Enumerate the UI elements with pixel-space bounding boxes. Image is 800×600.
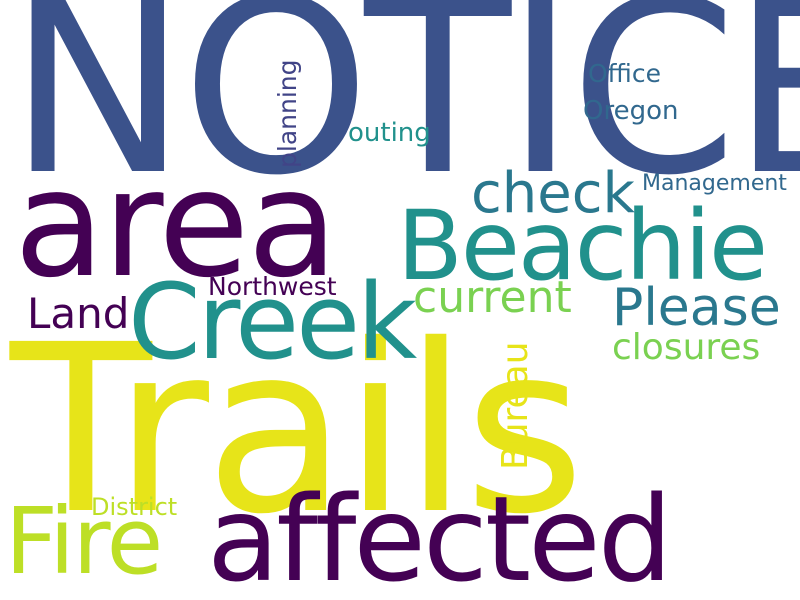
word-northwest: Northwest bbox=[208, 272, 337, 301]
word-notice: NOTICE bbox=[8, 0, 800, 228]
word-land: Land bbox=[27, 289, 130, 338]
word-closures: closures bbox=[612, 327, 761, 368]
word-bureau: Bureau bbox=[495, 341, 536, 470]
word-affected: affected bbox=[207, 470, 673, 600]
word-management: Management bbox=[642, 171, 787, 196]
word-creek: Creek bbox=[128, 261, 417, 383]
word-oregon: Oregon bbox=[583, 96, 679, 126]
word-trails: Trails bbox=[10, 295, 585, 565]
word-planning: planning bbox=[273, 59, 302, 168]
word-please: Please bbox=[612, 278, 781, 338]
word-area: area bbox=[14, 138, 338, 310]
word-beachie: Beachie bbox=[397, 190, 768, 302]
word-check: check bbox=[471, 161, 635, 226]
word-fire: Fire bbox=[5, 488, 163, 595]
word-current: current bbox=[413, 272, 572, 323]
word-office: Office bbox=[588, 59, 661, 88]
word-outing: outing bbox=[348, 118, 431, 148]
word-district: District bbox=[91, 493, 178, 521]
